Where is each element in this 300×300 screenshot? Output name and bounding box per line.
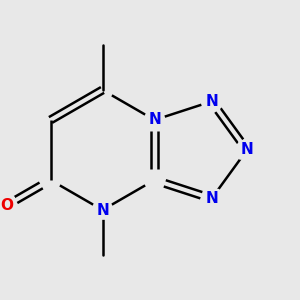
- Text: N: N: [148, 112, 161, 128]
- Text: N: N: [241, 142, 253, 158]
- Text: N: N: [205, 94, 218, 109]
- Text: O: O: [0, 198, 13, 213]
- Text: N: N: [96, 202, 109, 217]
- Text: N: N: [205, 191, 218, 206]
